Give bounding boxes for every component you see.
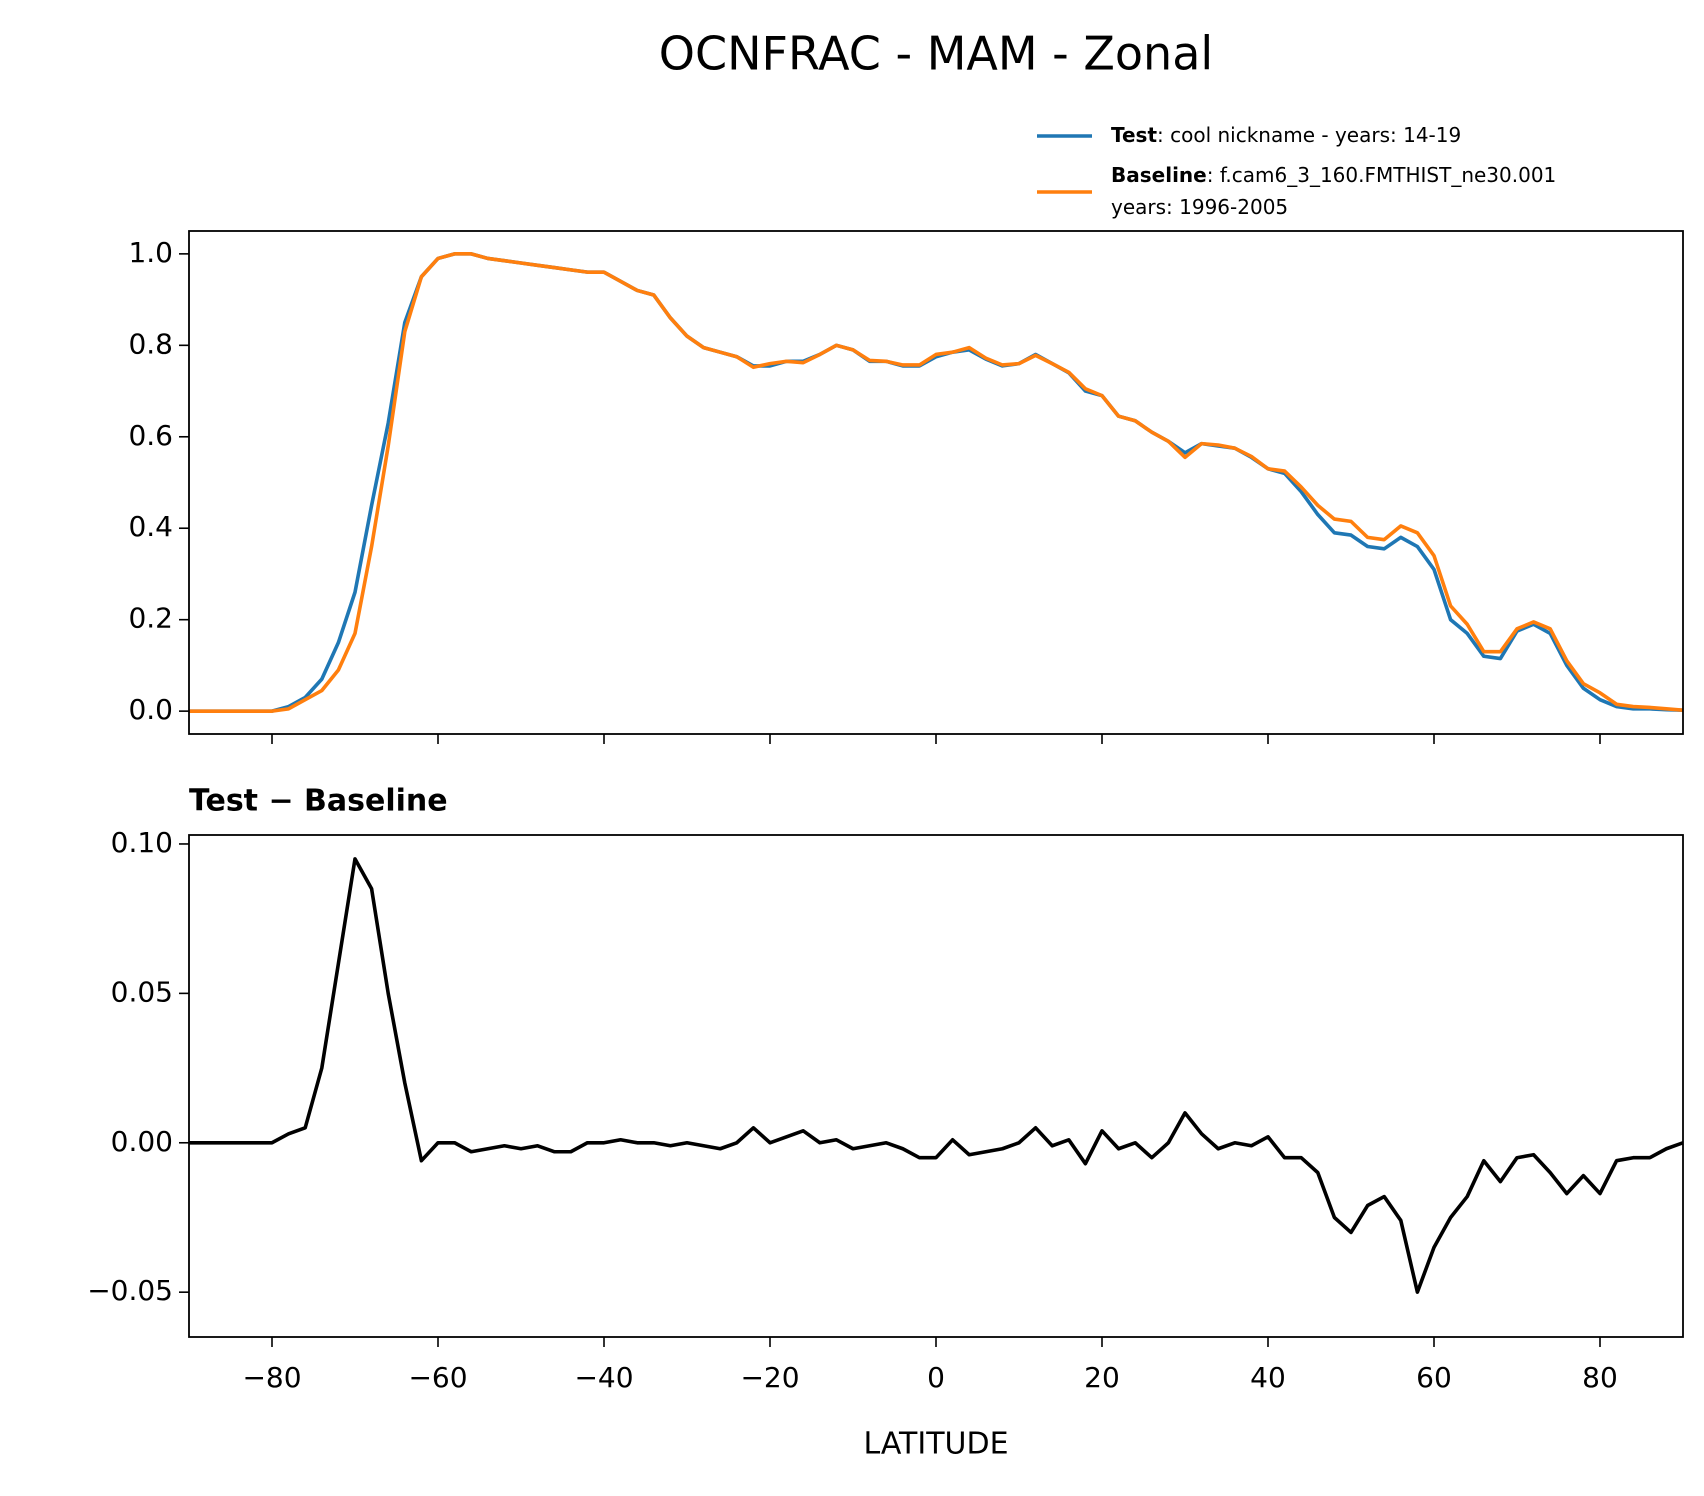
x-tick-label: 0	[927, 1361, 945, 1394]
x-axis-label: LATITUDE	[863, 1427, 1008, 1462]
x-tick-label: −60	[408, 1361, 467, 1394]
legend-detail: : f.cam6_3_160.FMTHIST_ne30.001	[1207, 163, 1557, 187]
data-line	[189, 857, 1683, 1294]
legend-entry: Baseline: f.cam6_3_160.FMTHIST_ne30.001	[1111, 163, 1556, 187]
legend-detail: years: 1996-2005	[1111, 195, 1288, 219]
legend-name: Baseline	[1111, 163, 1207, 187]
y-tick-label: −0.05	[87, 1274, 173, 1307]
legend-detail: : cool nickname - years: 14-19	[1157, 123, 1461, 147]
axes-frame	[188, 230, 1684, 735]
y-tick-label: 0.6	[128, 419, 173, 452]
chart-title: OCNFRAC - MAM - Zonal	[659, 27, 1213, 81]
y-tick-label: 0.4	[128, 510, 173, 543]
legend-entry: Test: cool nickname - years: 14-19	[1111, 123, 1461, 147]
legend-entry: years: 1996-2005	[1111, 195, 1288, 219]
y-tick-label: 0.2	[128, 602, 173, 635]
y-tick-label: 0.8	[128, 327, 173, 360]
x-tick-label: 80	[1582, 1361, 1618, 1394]
x-tick-label: −20	[740, 1361, 799, 1394]
y-tick-label: 0.00	[111, 1125, 173, 1158]
subtitle: Test − Baseline	[189, 784, 448, 819]
data-line	[189, 252, 1683, 713]
x-tick-label: −80	[242, 1361, 301, 1394]
x-tick-label: 20	[1084, 1361, 1120, 1394]
y-tick-label: 1.0	[128, 236, 173, 269]
x-tick-label: 40	[1250, 1361, 1286, 1394]
y-tick-label: 0.10	[111, 826, 173, 859]
x-tick-label: −40	[574, 1361, 633, 1394]
y-tick-label: 0.0	[128, 693, 173, 726]
axes-frame	[188, 834, 1684, 1338]
y-tick-label: 0.05	[111, 975, 173, 1008]
x-tick-label: 60	[1416, 1361, 1452, 1394]
legend-name: Test	[1111, 123, 1157, 147]
